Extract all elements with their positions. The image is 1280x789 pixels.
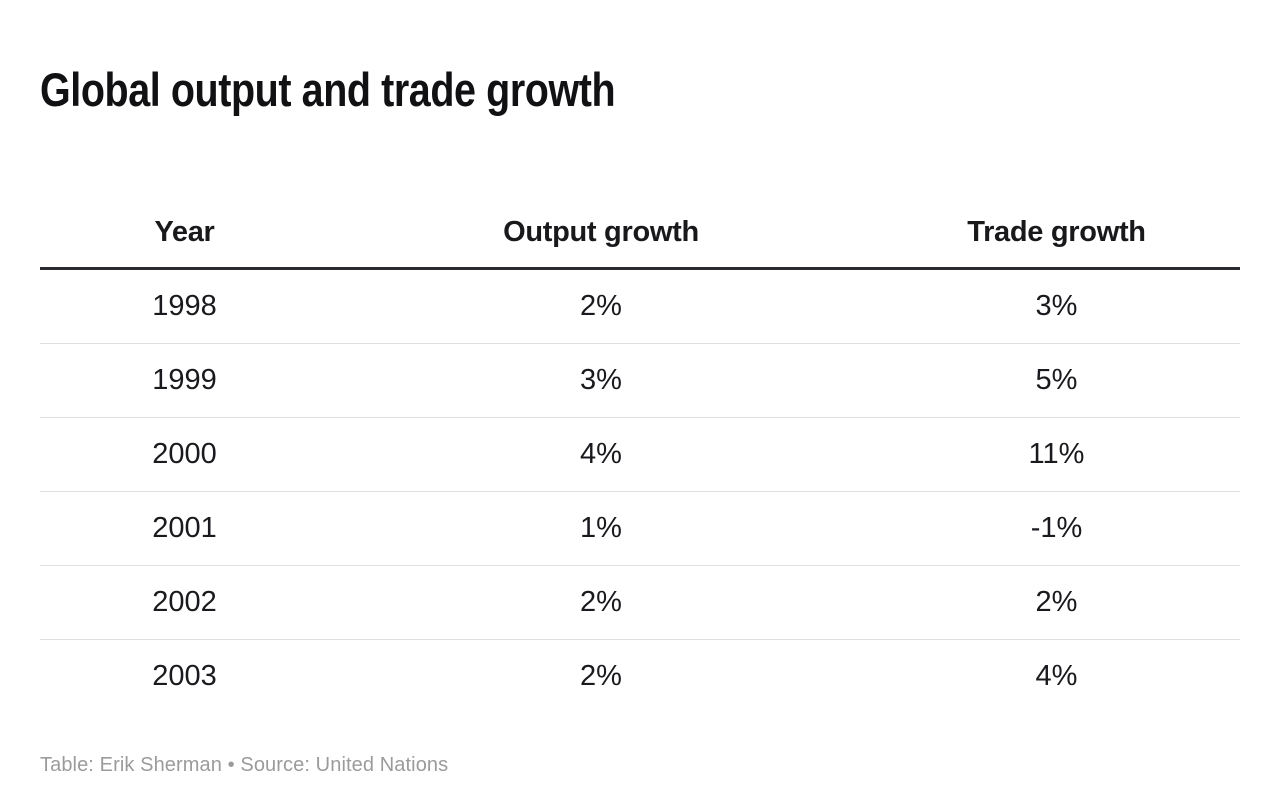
value-cell: 4% xyxy=(329,417,873,492)
page-title-text: Global output and trade growth xyxy=(40,63,616,117)
value-cell: 1% xyxy=(329,491,873,566)
year-cell: 2000 xyxy=(40,417,329,492)
page-title: Global output and trade growth xyxy=(40,31,1240,116)
column-header-year: Year xyxy=(40,147,329,270)
value-cell: 2% xyxy=(329,565,873,640)
value-cell: 2% xyxy=(329,268,873,344)
table-row: 2003 2% 4% xyxy=(40,639,1240,713)
year-cell: 2002 xyxy=(40,565,329,640)
table-row: 2000 4% 11% xyxy=(40,417,1240,492)
table-body: 1998 2% 3% 1999 3% 5% 2000 4% 11% 2001 1% -1% 2002 2%… xyxy=(40,268,1240,713)
table-card: Global output and trade growth Year Outpu… xyxy=(0,31,1280,776)
table-row: 1999 3% 5% xyxy=(40,343,1240,418)
table-row: 2001 1% -1% xyxy=(40,491,1240,566)
year-cell: 2001 xyxy=(40,491,329,566)
column-header-trade-growth: Trade growth xyxy=(873,147,1240,270)
table-header-row: Year Output growth Trade growth xyxy=(40,147,1240,270)
table-credit-source: Table: Erik Sherman • Source: United Nat… xyxy=(40,753,449,776)
value-cell: 3% xyxy=(329,343,873,418)
table-header: Year Output growth Trade growth xyxy=(40,147,1240,270)
value-cell: 2% xyxy=(580,659,622,692)
value-cell: 3% xyxy=(873,268,1240,344)
year-cell: 2003 xyxy=(152,659,217,692)
year-cell: 1999 xyxy=(40,343,329,418)
value-cell: 4% xyxy=(1035,659,1078,692)
table-row: 2002 2% 2% xyxy=(40,565,1240,640)
value-cell: 5% xyxy=(873,343,1240,418)
table-row: 1998 2% 3% xyxy=(40,268,1240,344)
column-header-output-growth: Output growth xyxy=(329,147,873,270)
data-table: Year Output growth Trade growth 1998 2% 3% 19… xyxy=(40,147,1240,713)
value-cell: 2% xyxy=(873,565,1240,640)
value-cell: -1% xyxy=(873,491,1240,566)
value-cell: 11% xyxy=(873,417,1240,492)
year-cell: 1998 xyxy=(40,268,329,344)
